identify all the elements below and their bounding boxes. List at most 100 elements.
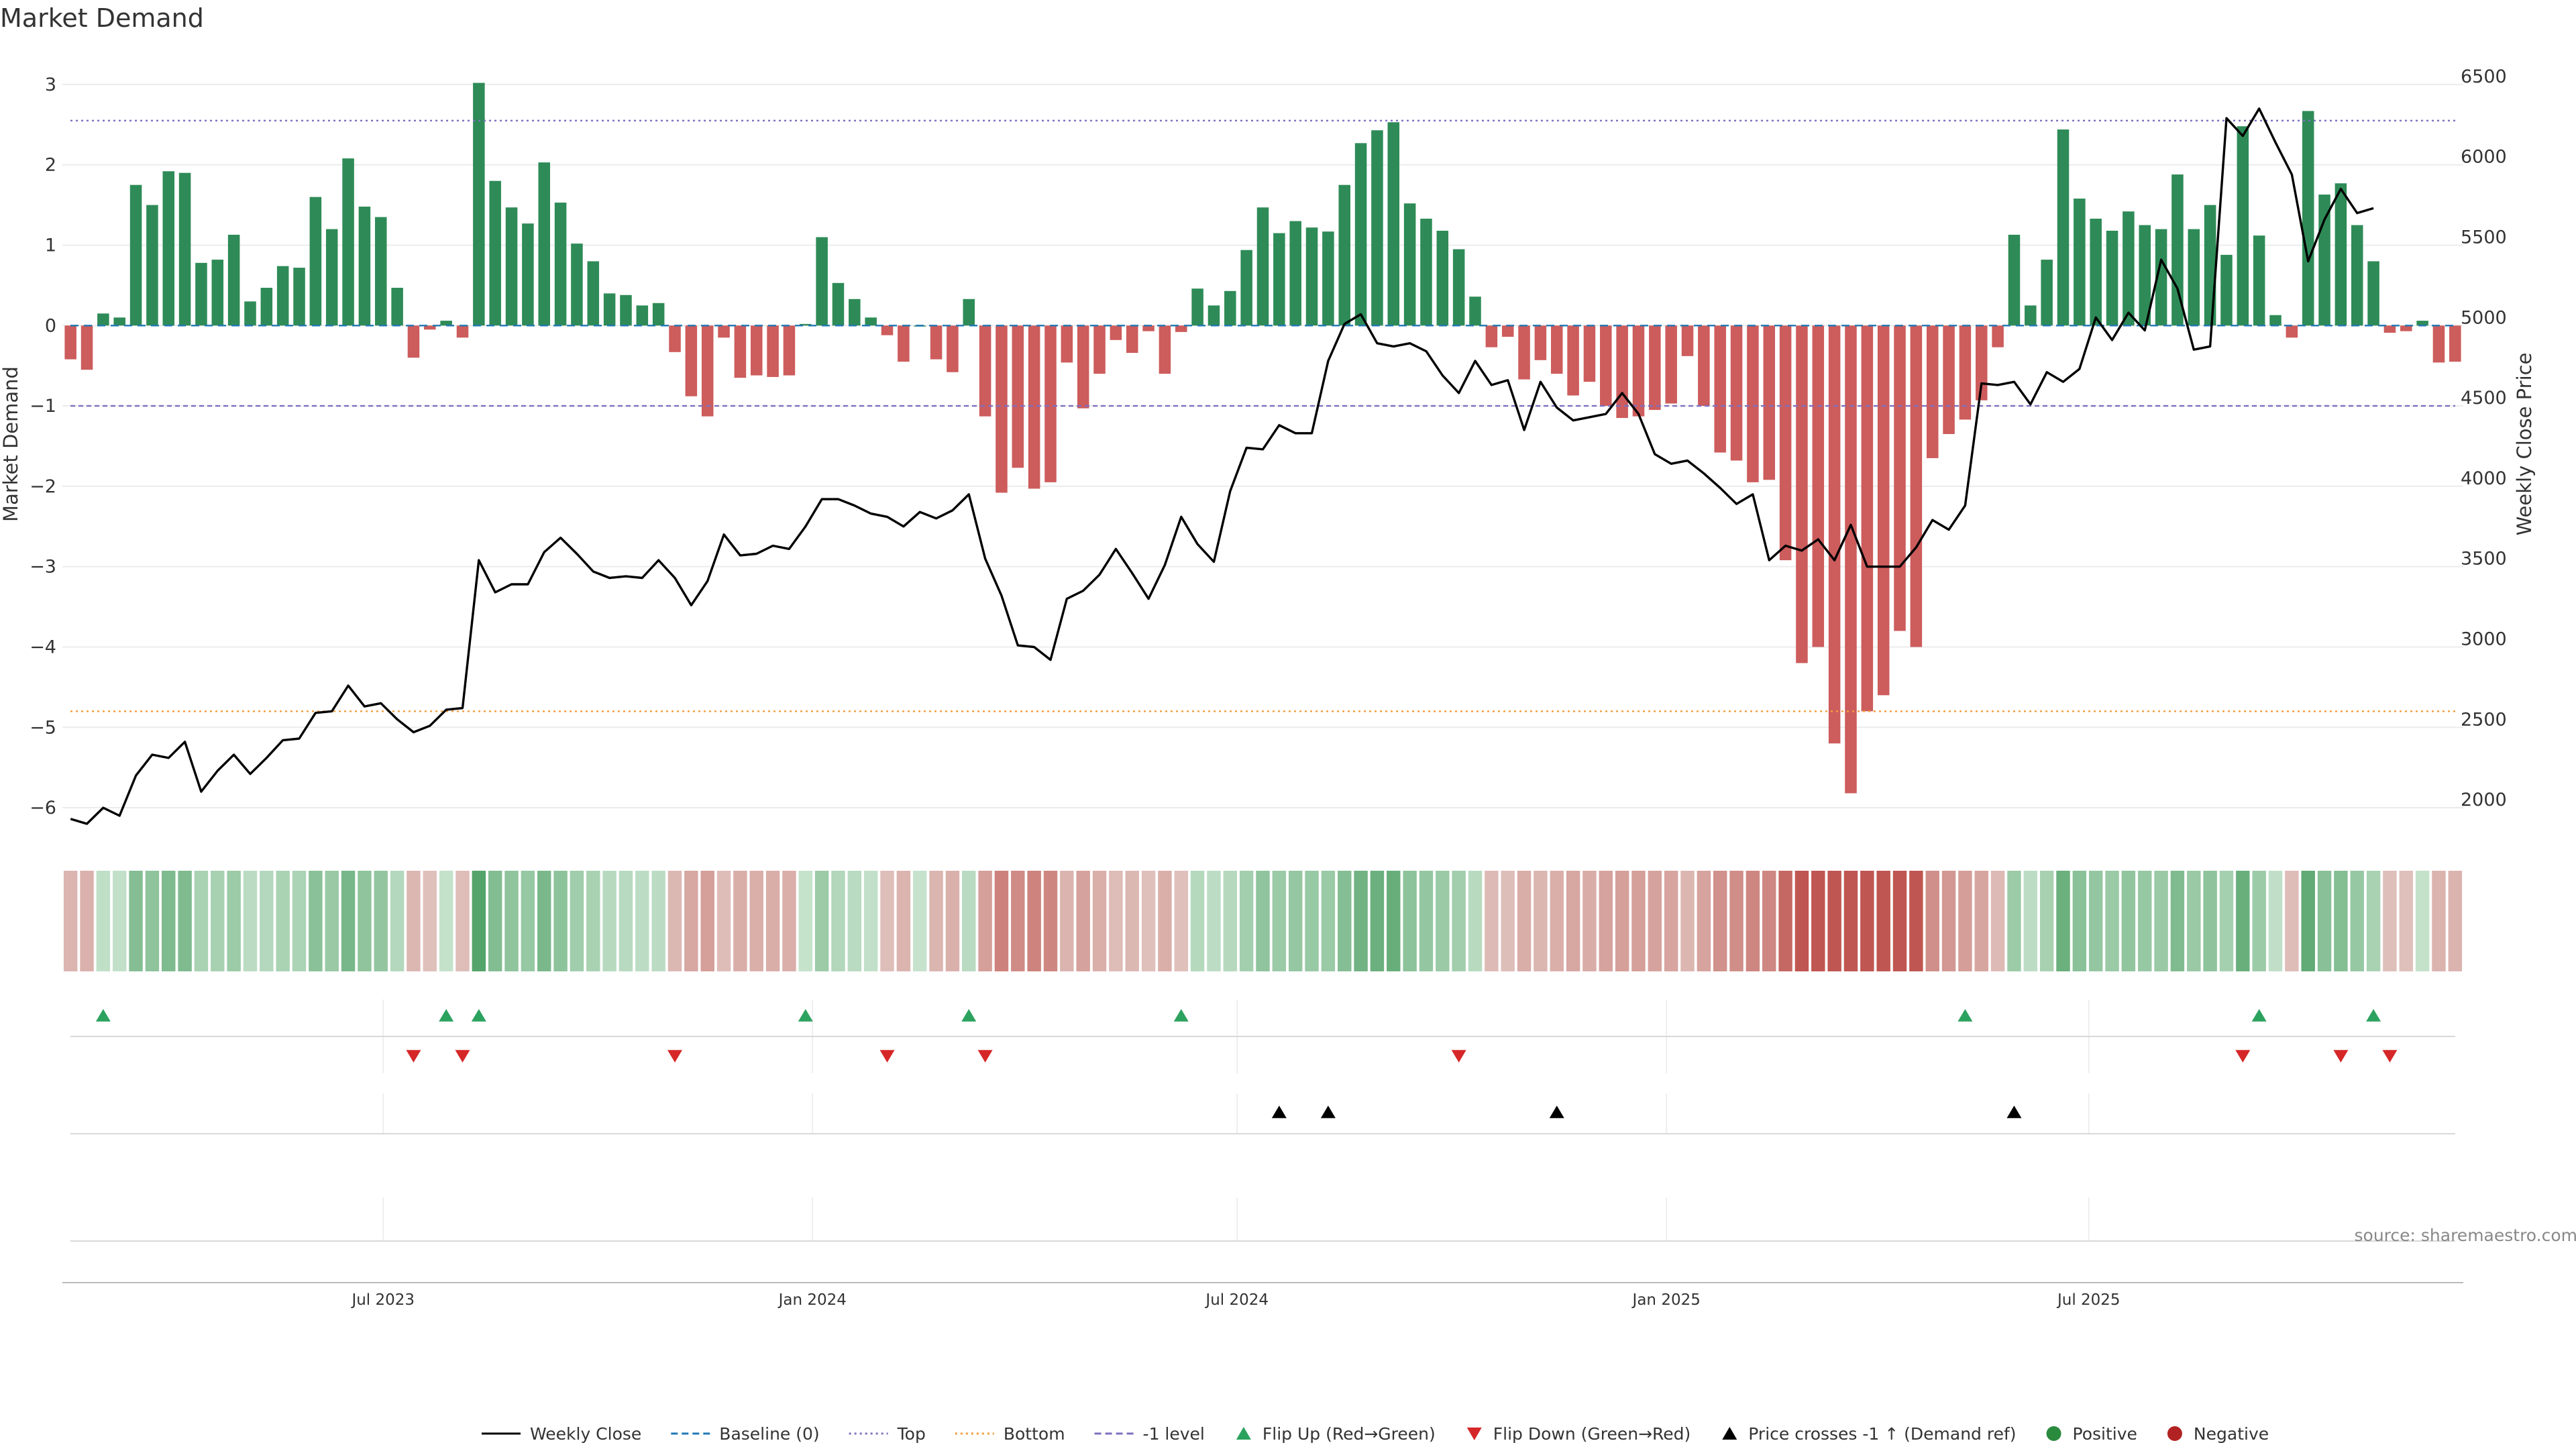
demand-bar (947, 325, 959, 372)
demand-bar (587, 261, 600, 326)
heat-cell (1501, 871, 1515, 971)
heat-cell (129, 871, 143, 971)
heat-cell (2154, 871, 2168, 971)
demand-bar (800, 323, 812, 326)
y2-axis-title: Weekly Close Price (2513, 353, 2536, 536)
heat-cell (227, 871, 241, 971)
demand-bar (276, 266, 289, 326)
heat-cell (929, 871, 943, 971)
heat-cell (2350, 871, 2364, 971)
heat-cell (1109, 871, 1123, 971)
heat-cell (1436, 871, 1450, 971)
heat-cell (1027, 871, 1041, 971)
flip-down-marker (2333, 1050, 2349, 1063)
heat-cell (1909, 871, 1923, 971)
demand-bar (1992, 325, 2004, 347)
demand-bar (1305, 227, 1318, 326)
heat-cell (1011, 871, 1025, 971)
demand-bar (2074, 199, 2086, 326)
heat-strip (63, 871, 2463, 971)
y-tick-label: −5 (30, 717, 56, 738)
demand-bar (1256, 207, 1269, 326)
y2-tick-label: 4000 (2461, 468, 2507, 489)
heat-cell (243, 871, 258, 971)
heat-cell (912, 871, 927, 971)
heat-cell (537, 871, 551, 971)
demand-bar (1044, 325, 1057, 482)
heat-cell (1648, 871, 1662, 971)
demand-bar (424, 325, 436, 330)
heat-cell (1680, 871, 1695, 971)
demand-bar (1747, 325, 1759, 482)
demand-bar (750, 325, 763, 376)
legend-item: Top (849, 1424, 926, 1444)
demand-bar (2204, 205, 2216, 326)
demand-bar (375, 217, 387, 326)
price-line-series (70, 107, 2374, 825)
demand-bar (2367, 261, 2379, 326)
heat-cell (488, 871, 502, 971)
heat-cell (1092, 871, 1107, 971)
demand-bar (881, 325, 894, 335)
heat-cell (1125, 871, 1139, 971)
demand-bar (1926, 325, 1939, 458)
demand-bar (2057, 129, 2070, 326)
y-tick-label: 0 (45, 315, 56, 336)
heat-cell (2138, 871, 2152, 971)
heat-cell (1403, 871, 1417, 971)
price-cross-marker (2006, 1106, 2022, 1118)
demand-bar (162, 171, 175, 326)
demand-bar (1698, 325, 1710, 407)
heat-cell (1305, 871, 1319, 971)
x-tick-label: Jul 2025 (2056, 1291, 2121, 1309)
heat-cell (2023, 871, 2038, 971)
demand-bar (832, 282, 845, 326)
heat-cell (2252, 871, 2266, 971)
demand-bar (342, 158, 354, 326)
heat-cell (1321, 871, 1336, 971)
flip-up-marker (1173, 1009, 1189, 1022)
demand-bar (309, 197, 322, 326)
demand-bar (113, 317, 125, 326)
demand-bar (734, 325, 747, 378)
x-tick-label: Jul 2024 (1204, 1291, 1269, 1309)
demand-bar (211, 260, 224, 326)
y2-tick-label: 5000 (2461, 307, 2507, 328)
demand-bar (2432, 325, 2445, 363)
demand-bar (440, 321, 452, 326)
heat-cell (276, 871, 290, 971)
flip-down-marker (667, 1050, 683, 1063)
demand-bar (2188, 229, 2200, 326)
demand-bar (1403, 203, 1416, 326)
demand-bar (1600, 325, 1612, 407)
heat-cell (1141, 871, 1156, 971)
flip-up-marker (961, 1009, 977, 1022)
flip-up-marker (439, 1009, 454, 1022)
demand-bar (2237, 126, 2249, 326)
demand-bar (1583, 325, 1596, 382)
heat-cell (945, 871, 960, 971)
demand-bar (195, 262, 207, 326)
legend: Weekly Close Baseline (0) Top Bottom -1 leve… (482, 1424, 2269, 1444)
heat-cell (292, 871, 307, 971)
heat-cell (2121, 871, 2136, 971)
demand-bar (325, 229, 338, 326)
heat-cell (1043, 871, 1058, 971)
demand-bar (571, 244, 583, 326)
demand-bar (391, 287, 403, 326)
price-cross-marker (1320, 1106, 1336, 1118)
axes: −6 −5 −4 −3 −2 −1 0 1 2 3 2000 2500 3000 3500 4000 4500… (30, 66, 2507, 1309)
heat-cell (700, 871, 714, 971)
heat-cell (260, 871, 274, 971)
heat-cell (1207, 871, 1221, 971)
demand-bar (1436, 230, 1449, 326)
legend-item: Positive (2046, 1424, 2137, 1444)
heat-cell (455, 871, 470, 971)
heat-cell (1534, 871, 1548, 971)
heat-cell (1925, 871, 1939, 971)
heat-cell (1664, 871, 1678, 971)
demand-bar (178, 172, 191, 326)
flip-up-marker (2251, 1009, 2267, 1022)
bar-series (64, 83, 2461, 794)
